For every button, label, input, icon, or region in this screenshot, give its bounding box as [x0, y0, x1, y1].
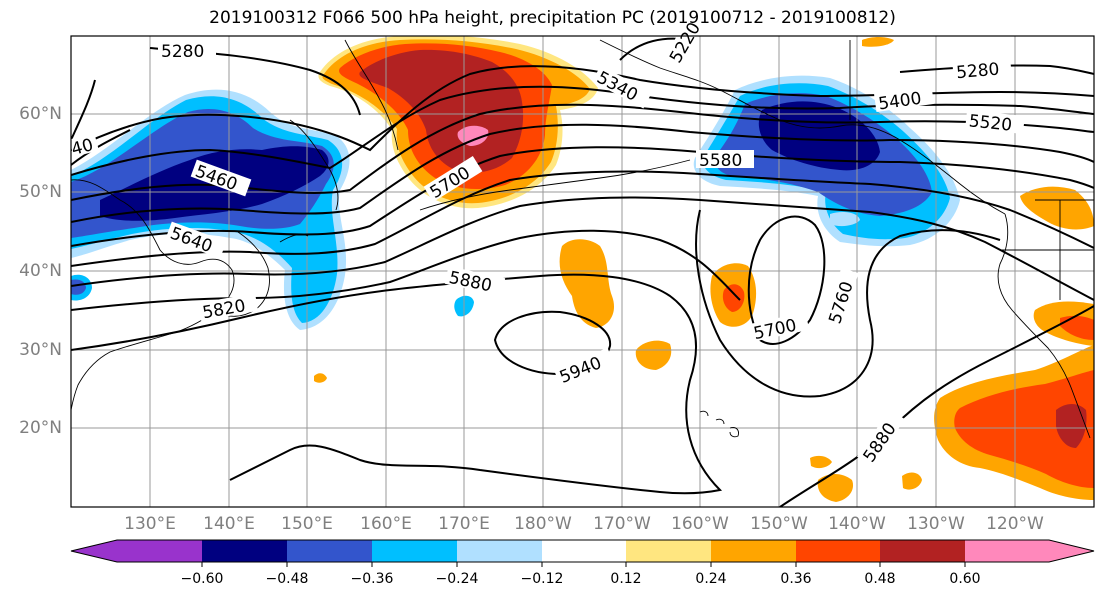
- lat-label-40n: 40°N: [19, 261, 62, 281]
- colorbar-bin: [711, 540, 796, 562]
- canada-borders: [849, 40, 1094, 300]
- colorbar-tick-label: −0.36: [350, 571, 394, 587]
- colorbar-tick-label: 0.36: [780, 571, 812, 587]
- pos-region-cell-3-red: [722, 284, 745, 312]
- contour-label: 5520: [968, 111, 1013, 135]
- contour-5880: [71, 273, 723, 495]
- colorbar-bin: [965, 540, 1049, 562]
- pos-region-south-cells-1: [817, 474, 854, 502]
- contour-f: [71, 170, 1094, 267]
- lon-label: 170°E: [438, 514, 490, 534]
- contour-b: [71, 85, 1094, 176]
- colorbar-bin: [457, 540, 542, 562]
- pos-region-ne-pacific-darkred: [1056, 404, 1087, 448]
- colorbar-outline: [70, 539, 1095, 563]
- colorbar-extend-low: [71, 540, 117, 562]
- colorbar-bin: [117, 540, 202, 562]
- pos-region-nw-coast: [1020, 186, 1094, 230]
- contour-label: 5280: [955, 60, 1000, 84]
- lon-label: 170°W: [593, 514, 651, 534]
- lon-label: 120°W: [986, 514, 1044, 534]
- lat-label-20n: 20°N: [19, 418, 62, 438]
- pos-region-ne-pacific-red: [954, 370, 1094, 488]
- contour-5940: [493, 310, 612, 376]
- colorbar-tick-label: 0.48: [864, 571, 896, 587]
- colorbar-tick-label: −0.60: [180, 571, 224, 587]
- contour-5820: [71, 229, 741, 311]
- lon-label: 160°W: [671, 514, 729, 534]
- contour-label: 5580: [699, 151, 742, 171]
- lat-label-50n: 50°N: [19, 182, 62, 202]
- colorbar-tick-label: 0.60: [949, 571, 981, 587]
- contour-e: [71, 146, 1094, 247]
- contour-west-closed: [71, 79, 131, 166]
- colorbar-ticks: [201, 562, 966, 567]
- lat-label-60n: 60°N: [19, 104, 62, 124]
- contour-g: [71, 196, 1094, 301]
- hawaii: [699, 410, 739, 438]
- pos-region-california-red: [1060, 315, 1094, 340]
- pos-region-cell-small: [314, 373, 327, 383]
- asia-coast: [71, 179, 235, 411]
- kamchatka-coast: [289, 39, 399, 211]
- colorbar-tick-label: −0.24: [435, 571, 479, 587]
- pos-region-cell-2: [635, 340, 672, 370]
- lon-label: 150°W: [750, 514, 808, 534]
- colorbar-bin: [542, 540, 626, 562]
- colorbar-bin: [372, 540, 457, 562]
- map-title: 2019100312 F066 500 hPa height, precipit…: [209, 8, 896, 28]
- contour-d: [71, 123, 1094, 223]
- na-west-coast: [997, 213, 1091, 439]
- graticule: [71, 36, 1094, 507]
- lat-label-30n: 30°N: [19, 340, 62, 360]
- lon-label: 160°E: [360, 514, 412, 534]
- lon-label: 140°W: [828, 514, 886, 534]
- contour-5760: [695, 209, 1001, 398]
- colorbar: [70, 539, 1095, 567]
- colorbar-tick-label: 0.24: [695, 571, 727, 587]
- colorbar-bin: [796, 540, 880, 562]
- contour-5880-east: [779, 305, 1094, 507]
- contour-5280-east: [899, 64, 1094, 75]
- pos-region-south-cells-2: [902, 472, 922, 490]
- neg-region-small-blue-1: [71, 279, 86, 295]
- neg-region-east-small: [830, 212, 860, 227]
- colorbar-bin: [287, 540, 372, 562]
- colorbar-tick-label: 0.12: [610, 571, 642, 587]
- colorbar-bin: [880, 540, 965, 562]
- colorbar-extend-high: [1049, 540, 1094, 562]
- plot-frame: [70, 35, 1095, 508]
- lon-label: 130°E: [124, 514, 176, 534]
- colorbar-bin: [626, 540, 711, 562]
- lon-label: 140°E: [203, 514, 255, 534]
- lon-label: 150°E: [281, 514, 333, 534]
- colorbar-bin: [202, 540, 287, 562]
- pos-region-cell-1: [559, 239, 615, 328]
- lon-label: 180°W: [514, 514, 572, 534]
- contour-label: 5280: [161, 42, 204, 62]
- colorbar-tick-label: −0.12: [520, 571, 564, 587]
- colorbar-tick-label: −0.48: [265, 571, 309, 587]
- pos-region-bering-pink: [457, 125, 489, 146]
- pos-region-topedge: [862, 37, 894, 47]
- pos-region-south-cells-3: [810, 455, 832, 469]
- alaska-coast: [599, 39, 1006, 215]
- lon-label: 130°W: [907, 514, 965, 534]
